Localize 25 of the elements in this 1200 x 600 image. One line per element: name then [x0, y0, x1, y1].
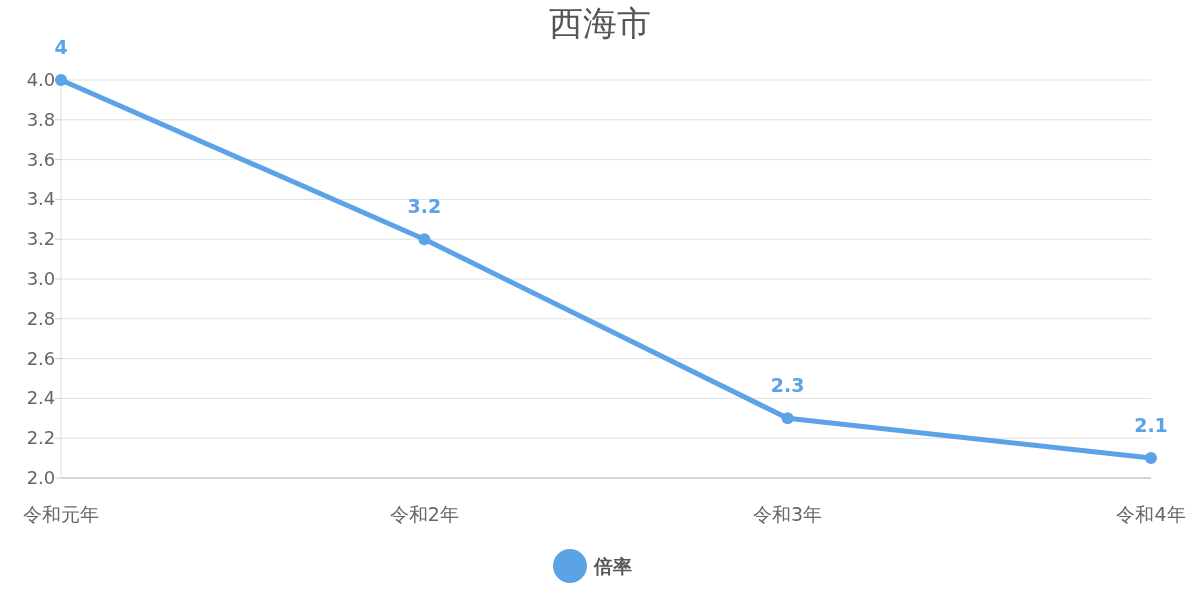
x-tick-label: 令和3年: [753, 503, 823, 525]
y-tick-label: 4.0: [26, 69, 56, 90]
y-tick-label: 2.0: [26, 467, 56, 488]
point: [55, 74, 67, 86]
x-tick-label: 令和2年: [389, 503, 459, 525]
y-tick-label: 3.4: [26, 188, 56, 210]
data-label: 3.2: [407, 195, 442, 218]
y-tick-label: 3.0: [26, 268, 56, 289]
x-tick-label: 令和元年: [23, 503, 99, 525]
y-tick-label: 2.6: [26, 347, 56, 369]
y-tick-label: 2.2: [26, 427, 56, 449]
chart-title: 西海市: [549, 3, 651, 43]
data-label: 2.1: [1134, 414, 1168, 437]
y-tick-label: 2.4: [26, 387, 56, 409]
y-tick-label: 3.8: [26, 108, 56, 130]
y-tick-label: 3.6: [26, 148, 56, 170]
x-tick-label: 令和4年: [1116, 503, 1186, 525]
point: [418, 233, 431, 246]
point: [781, 412, 794, 425]
y-tick-label: 2.8: [26, 307, 56, 329]
data-label: 4: [54, 36, 68, 58]
legend-label: 倍率: [593, 555, 632, 577]
point: [1145, 452, 1157, 465]
data-label: 2.3: [770, 374, 805, 397]
y-tick-label: 3.2: [26, 228, 56, 250]
